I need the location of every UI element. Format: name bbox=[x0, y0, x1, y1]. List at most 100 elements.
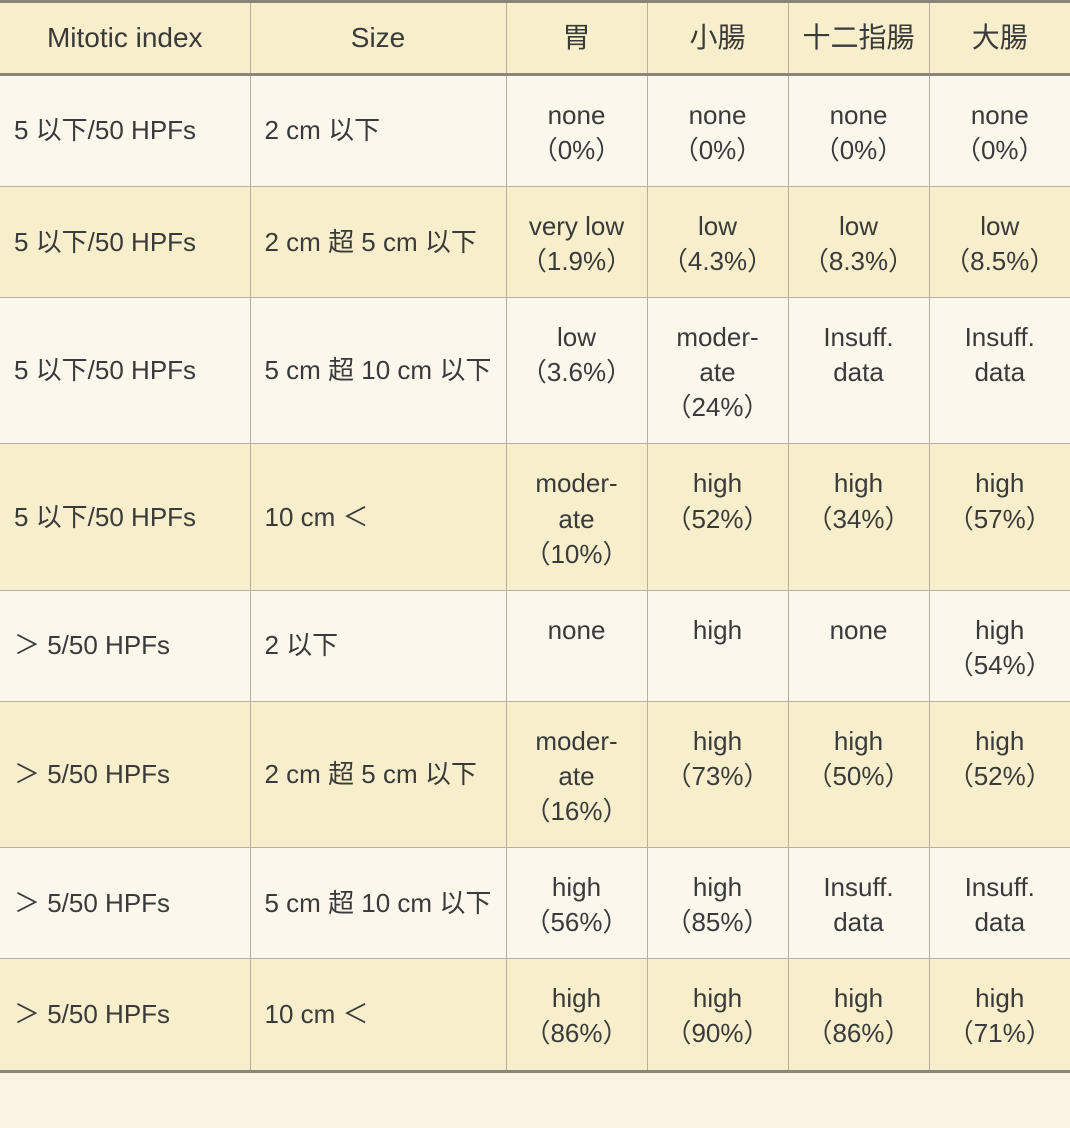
cell-duod: high（86%） bbox=[788, 959, 929, 1071]
cell-mitotic: ＞ 5/50 HPFs bbox=[0, 701, 250, 847]
cell-colon: Insuff.data bbox=[929, 298, 1070, 444]
cell-small: none（0%） bbox=[647, 74, 788, 186]
cell-value-line1: high bbox=[944, 613, 1057, 648]
cell-small: moder-ate（24%） bbox=[647, 298, 788, 444]
cell-value-line2: （52%） bbox=[944, 759, 1057, 794]
cell-value-line1: high bbox=[662, 981, 774, 1016]
table-row: ＞ 5/50 HPFs2 以下nonehighnonehigh（54%） bbox=[0, 590, 1070, 701]
risk-table: Mitotic index Size 胃 小腸 十二指腸 大腸 5 以下/50 … bbox=[0, 0, 1070, 1073]
cell-value-line1: high bbox=[944, 724, 1057, 759]
cell-mitotic: 5 以下/50 HPFs bbox=[0, 298, 250, 444]
table-row: ＞ 5/50 HPFs2 cm 超 5 cm 以下moder-ate（16%）h… bbox=[0, 701, 1070, 847]
cell-small: high（73%） bbox=[647, 701, 788, 847]
col-header-duod: 十二指腸 bbox=[788, 2, 929, 75]
cell-value-line2: （1.9%） bbox=[521, 244, 633, 279]
cell-value-line2: （16%） bbox=[521, 794, 633, 829]
cell-size: 2 cm 超 5 cm 以下 bbox=[250, 186, 506, 297]
cell-value-line1: none bbox=[803, 613, 915, 648]
cell-small: high（85%） bbox=[647, 848, 788, 959]
risk-table-container: Mitotic index Size 胃 小腸 十二指腸 大腸 5 以下/50 … bbox=[0, 0, 1070, 1073]
cell-value-line2: （73%） bbox=[662, 759, 774, 794]
cell-colon: Insuff.data bbox=[929, 848, 1070, 959]
cell-duod: high（34%） bbox=[788, 444, 929, 590]
cell-stomach: none（0%） bbox=[506, 74, 647, 186]
cell-mitotic: ＞ 5/50 HPFs bbox=[0, 959, 250, 1071]
cell-small: high（90%） bbox=[647, 959, 788, 1071]
col-header-colon: 大腸 bbox=[929, 2, 1070, 75]
cell-value-line2: （71%） bbox=[944, 1016, 1057, 1051]
cell-duod: low（8.3%） bbox=[788, 186, 929, 297]
cell-value-line2: （24%） bbox=[662, 390, 774, 425]
cell-value-line1: Insuff. bbox=[803, 870, 915, 905]
cell-value-line1: high bbox=[944, 981, 1057, 1016]
cell-mitotic: ＞ 5/50 HPFs bbox=[0, 590, 250, 701]
cell-value-line1: low bbox=[521, 320, 633, 355]
cell-value-line1: Insuff. bbox=[803, 320, 915, 355]
cell-value-line2: （10%） bbox=[521, 537, 633, 572]
cell-size: 5 cm 超 10 cm 以下 bbox=[250, 848, 506, 959]
cell-value-line1: none bbox=[521, 98, 633, 133]
cell-value-line2: （8.3%） bbox=[803, 244, 915, 279]
cell-mitotic: 5 以下/50 HPFs bbox=[0, 444, 250, 590]
cell-value-line2: （86%） bbox=[521, 1016, 633, 1051]
cell-value-line1: low bbox=[944, 209, 1057, 244]
cell-value-line1: none bbox=[803, 98, 915, 133]
cell-mitotic: ＞ 5/50 HPFs bbox=[0, 848, 250, 959]
cell-value-line2: （0%） bbox=[803, 133, 915, 168]
table-row: 5 以下/50 HPFs10 cm ＜moder-ate（10%）high（52… bbox=[0, 444, 1070, 590]
cell-small: high bbox=[647, 590, 788, 701]
cell-value-line1: moder-ate bbox=[662, 320, 774, 390]
cell-value-line2: （56%） bbox=[521, 905, 633, 940]
table-row: ＞ 5/50 HPFs10 cm ＜high（86%）high（90%）high… bbox=[0, 959, 1070, 1071]
table-row: ＞ 5/50 HPFs5 cm 超 10 cm 以下high（56%）high（… bbox=[0, 848, 1070, 959]
cell-value-line1: high bbox=[662, 613, 774, 648]
cell-colon: high（52%） bbox=[929, 701, 1070, 847]
cell-value-line1: moder-ate bbox=[521, 466, 633, 536]
cell-value-line1: high bbox=[803, 981, 915, 1016]
table-header-row: Mitotic index Size 胃 小腸 十二指腸 大腸 bbox=[0, 2, 1070, 75]
cell-stomach: moder-ate（16%） bbox=[506, 701, 647, 847]
cell-value-line2: （52%） bbox=[662, 502, 774, 537]
col-header-small: 小腸 bbox=[647, 2, 788, 75]
cell-value-line2: （3.6%） bbox=[521, 355, 633, 390]
cell-value-line1: none bbox=[521, 613, 633, 648]
cell-value-line2: （86%） bbox=[803, 1016, 915, 1051]
cell-value-line1: high bbox=[944, 466, 1057, 501]
cell-stomach: none bbox=[506, 590, 647, 701]
col-header-mitotic: Mitotic index bbox=[0, 2, 250, 75]
cell-value-line1: high bbox=[803, 724, 915, 759]
cell-mitotic: 5 以下/50 HPFs bbox=[0, 74, 250, 186]
cell-size: 5 cm 超 10 cm 以下 bbox=[250, 298, 506, 444]
cell-size: 10 cm ＜ bbox=[250, 959, 506, 1071]
cell-stomach: high（86%） bbox=[506, 959, 647, 1071]
cell-duod: Insuff.data bbox=[788, 298, 929, 444]
cell-value-line2: （90%） bbox=[662, 1016, 774, 1051]
cell-value-line2: data bbox=[944, 355, 1057, 390]
cell-value-line1: low bbox=[803, 209, 915, 244]
cell-value-line2: （34%） bbox=[803, 502, 915, 537]
cell-value-line2: （4.3%） bbox=[662, 244, 774, 279]
table-body: 5 以下/50 HPFs2 cm 以下none（0%）none（0%）none（… bbox=[0, 74, 1070, 1071]
cell-value-line1: high bbox=[662, 724, 774, 759]
cell-duod: high（50%） bbox=[788, 701, 929, 847]
cell-value-line2: （85%） bbox=[662, 905, 774, 940]
cell-value-line2: （8.5%） bbox=[944, 244, 1057, 279]
cell-value-line2: （57%） bbox=[944, 502, 1057, 537]
cell-value-line1: high bbox=[803, 466, 915, 501]
cell-size: 2 cm 超 5 cm 以下 bbox=[250, 701, 506, 847]
cell-value-line1: high bbox=[521, 870, 633, 905]
cell-stomach: very low（1.9%） bbox=[506, 186, 647, 297]
cell-value-line2: （0%） bbox=[944, 133, 1057, 168]
cell-mitotic: 5 以下/50 HPFs bbox=[0, 186, 250, 297]
cell-value-line1: very low bbox=[521, 209, 633, 244]
cell-value-line1: none bbox=[662, 98, 774, 133]
cell-colon: low（8.5%） bbox=[929, 186, 1070, 297]
cell-value-line2: data bbox=[803, 905, 915, 940]
cell-stomach: moder-ate（10%） bbox=[506, 444, 647, 590]
cell-value-line1: none bbox=[944, 98, 1057, 133]
cell-colon: none（0%） bbox=[929, 74, 1070, 186]
table-row: 5 以下/50 HPFs2 cm 以下none（0%）none（0%）none（… bbox=[0, 74, 1070, 186]
table-row: 5 以下/50 HPFs5 cm 超 10 cm 以下 low（3.6%） mode… bbox=[0, 298, 1070, 444]
cell-stomach: high（56%） bbox=[506, 848, 647, 959]
col-header-size: Size bbox=[250, 2, 506, 75]
